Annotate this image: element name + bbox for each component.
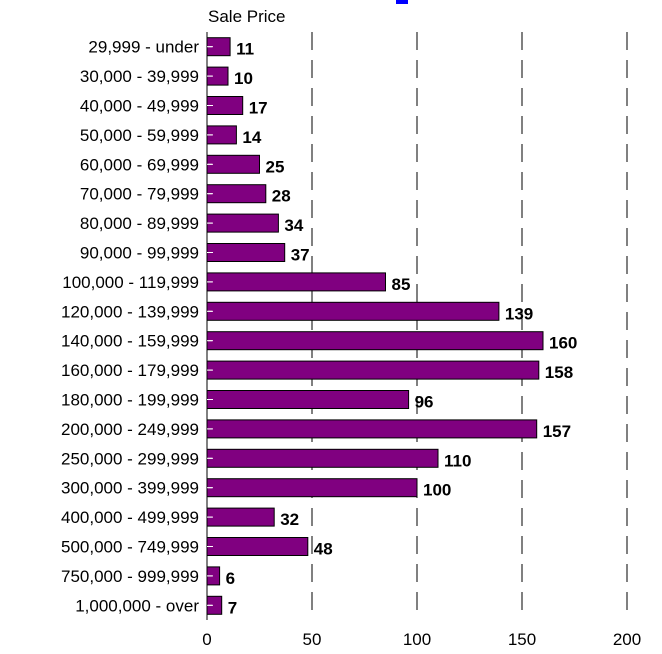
data-label: 34: [284, 216, 303, 235]
data-label: 28: [272, 187, 291, 206]
data-label: 160: [549, 334, 577, 353]
bar: [206, 537, 309, 556]
data-label: 96: [415, 393, 434, 412]
data-label: 11: [236, 40, 254, 59]
x-tick-label: 150: [508, 630, 536, 649]
bar: [206, 419, 538, 439]
x-tick-label: 100: [403, 630, 431, 649]
bar: [206, 448, 439, 468]
bars: [206, 37, 544, 615]
category-label: 400,000 - 499,999: [61, 508, 199, 527]
data-label: 6: [226, 569, 235, 588]
gridlines: [311, 32, 628, 620]
category-label: 180,000 - 199,999: [61, 391, 199, 410]
category-labels: 29,999 - under 30,000 - 39,999 40,000 - 49…: [61, 38, 199, 616]
bar: [206, 507, 275, 527]
category-label: 60,000 - 69,999: [80, 155, 199, 174]
category-label: 30,000 - 39,999: [80, 67, 199, 86]
data-label: 37: [291, 246, 310, 265]
bar: [206, 272, 386, 292]
bar: [206, 184, 267, 204]
data-label: 48: [314, 540, 333, 559]
category-label: 40,000 - 49,999: [80, 97, 199, 116]
category-label: 250,000 - 299,999: [61, 449, 199, 468]
axes: [206, 32, 212, 620]
data-label: 14: [242, 128, 261, 147]
title-fragment-mark: [396, 0, 408, 4]
data-label: 7: [228, 598, 237, 617]
bar: [206, 154, 260, 174]
category-label: 500,000 - 749,999: [61, 538, 199, 557]
data-label: 100: [423, 481, 451, 500]
data-label: 139: [505, 304, 533, 323]
bar: [206, 213, 279, 233]
category-label: 70,000 - 79,999: [80, 185, 199, 204]
bar: [206, 243, 286, 262]
category-label: 750,000 - 999,999: [61, 567, 199, 586]
category-label: 50,000 - 59,999: [80, 126, 199, 145]
bar: [206, 390, 410, 409]
category-label: 80,000 - 89,999: [80, 214, 199, 233]
data-label: 17: [249, 99, 268, 118]
data-label: 32: [280, 510, 299, 529]
data-label: 110: [444, 451, 471, 470]
category-label: 200,000 - 249,999: [61, 420, 199, 439]
y-axis-label: Sale Price: [208, 7, 285, 26]
x-tick-labels: 0 50 100 150 200: [202, 630, 641, 649]
category-label: 300,000 - 399,999: [61, 479, 199, 498]
bar: [206, 360, 540, 380]
data-label: 157: [543, 422, 571, 441]
category-label: 1,000,000 - over: [75, 596, 199, 615]
x-tick-label: 50: [303, 630, 322, 649]
category-label: 120,000 - 139,999: [61, 302, 199, 321]
data-labels: 11 10 17 14 25 28 34 37 85 139 160 158 96 157 110 100 32…: [226, 40, 578, 618]
cropped-title-fragment: [396, 0, 408, 4]
category-label: 160,000 - 179,999: [61, 361, 199, 380]
bar: [206, 301, 500, 321]
category-label: 140,000 - 159,999: [61, 332, 199, 351]
x-tick-label: 0: [202, 630, 211, 649]
data-label: 85: [392, 275, 411, 294]
category-label: 29,999 - under: [88, 38, 199, 57]
category-label: 100,000 - 119,999: [62, 273, 199, 292]
data-label: 158: [545, 363, 573, 382]
category-label: 90,000 - 99,999: [80, 244, 199, 263]
data-label: 25: [266, 157, 285, 176]
bar: [206, 478, 418, 498]
data-label: 10: [234, 69, 253, 88]
bar: [206, 331, 544, 351]
x-tick-label: 200: [613, 630, 641, 649]
